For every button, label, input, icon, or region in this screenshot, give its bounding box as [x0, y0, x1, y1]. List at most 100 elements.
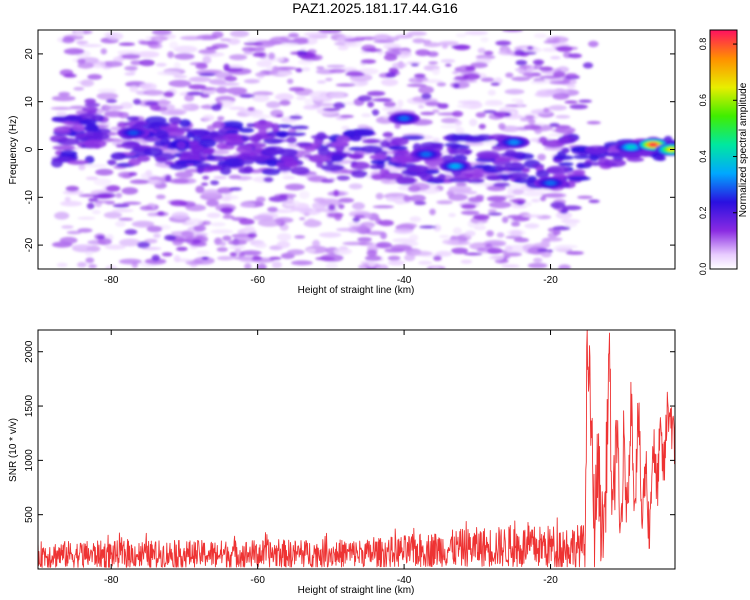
heatmap-cell: [582, 161, 592, 167]
heatmap-cell: [417, 171, 429, 178]
heatmap-cell: [480, 77, 495, 82]
heatmap-cell: [243, 225, 255, 234]
heatmap-cell: [293, 37, 309, 42]
heatmap-cell: [366, 266, 377, 269]
heatmap-cell: [523, 214, 543, 218]
heatmap-cell: [432, 109, 440, 113]
heatmap-cell: [558, 264, 571, 269]
heatmap-cell: [457, 100, 481, 104]
heatmap-cell: [337, 45, 349, 51]
heatmap-cell: [369, 164, 382, 170]
heatmap-cell: [588, 199, 600, 204]
heatmap-cell: [220, 207, 234, 214]
heatmap-cell: [550, 56, 561, 60]
heatmap-cell: [392, 62, 407, 69]
heatmap-cell: [154, 141, 166, 147]
x-tick-label: -60: [250, 275, 265, 286]
heatmap-cell: [420, 111, 435, 116]
heatmap-cell: [100, 61, 123, 68]
heatmap-cell: [104, 105, 124, 111]
heatmap-cell: [395, 34, 414, 39]
heatmap-cell: [440, 59, 456, 63]
heatmap-cell: [201, 189, 223, 197]
heatmap-cell: [261, 168, 281, 176]
heatmap-cell: [263, 176, 274, 183]
heatmap-cell: [169, 178, 189, 184]
colorbar-tick-label: 0.0: [698, 263, 708, 276]
heatmap-cell: [69, 105, 86, 110]
heatmap-cell: [540, 240, 551, 248]
heatmap-cell: [561, 147, 570, 154]
heatmap-cell: [50, 106, 73, 110]
heatmap-cell: [313, 197, 326, 203]
heatmap-cell: [428, 61, 438, 65]
heatmap-cell: [510, 221, 521, 227]
heatmap-cell: [56, 262, 68, 268]
heatmap-cell: [566, 84, 576, 89]
heatmap-cell: [401, 135, 425, 141]
heatmap-cell: [186, 91, 204, 96]
heatmap-cell: [255, 72, 267, 77]
heatmap-cell: [398, 223, 418, 229]
heatmap-cell: [487, 212, 503, 216]
heatmap-cell: [283, 202, 299, 207]
heatmap-cell: [428, 176, 442, 183]
heatmap-cell: [181, 104, 192, 109]
heatmap-cell: [378, 219, 394, 227]
heatmap-cell: [118, 112, 130, 119]
heatmap-cell: [139, 40, 159, 46]
heatmap-cell: [219, 38, 232, 42]
heatmap-cell: [450, 144, 470, 150]
heatmap-cell: [130, 60, 143, 66]
heatmap-cell: [477, 47, 486, 54]
heatmap-cell: [298, 190, 310, 199]
heatmap-cell: [287, 78, 294, 85]
heatmap-cell: [533, 257, 543, 263]
heatmap-cell: [525, 201, 532, 207]
heatmap-cell: [71, 244, 93, 248]
heatmap-cell: [564, 221, 578, 228]
y-tick-label: -10: [24, 190, 35, 205]
heatmap-cell: [201, 256, 209, 261]
heatmap-cell: [511, 204, 527, 209]
heatmap-cell: [319, 232, 342, 238]
heatmap-cell: [496, 232, 505, 238]
heatmap-peak: [648, 142, 658, 147]
heatmap-cell: [252, 52, 266, 58]
heatmap-cell: [198, 72, 216, 77]
heatmap-cell: [223, 67, 243, 72]
heatmap-cell: [228, 106, 246, 110]
heatmap-cell: [77, 228, 93, 233]
heatmap-cell: [271, 261, 282, 269]
heatmap-cell: [487, 89, 496, 96]
heatmap-cell: [418, 104, 425, 109]
heatmap-cell: [131, 220, 155, 228]
heatmap-cell: [286, 136, 297, 144]
heatmap-cell: [118, 238, 141, 247]
heatmap-peak: [399, 116, 409, 121]
heatmap-cell: [53, 126, 74, 135]
heatmap-cell: [202, 175, 210, 180]
heatmap-cell: [93, 178, 112, 186]
heatmap-cell: [294, 235, 306, 239]
heatmap-cell: [203, 69, 223, 74]
heatmap-cell: [275, 209, 288, 213]
heatmap-cell: [464, 30, 489, 36]
heatmap-cell: [83, 139, 107, 149]
heatmap-cell: [509, 230, 523, 237]
heatmap-cell: [448, 185, 472, 193]
heatmap-cell: [184, 94, 195, 102]
heatmap-cell: [295, 68, 303, 73]
heatmap-cell: [419, 225, 437, 229]
heatmap-cell: [504, 104, 527, 108]
heatmap-cell: [133, 98, 142, 105]
heatmap-cell: [59, 236, 78, 244]
heatmap-cell: [229, 30, 250, 38]
heatmap-cell: [460, 203, 477, 209]
heatmap-cell: [73, 86, 85, 91]
heatmap-cell: [74, 30, 84, 37]
heatmap-cell: [168, 79, 192, 88]
heatmap-cell: [555, 115, 571, 119]
heatmap-cell: [84, 124, 99, 132]
heatmap-cell: [331, 154, 344, 163]
